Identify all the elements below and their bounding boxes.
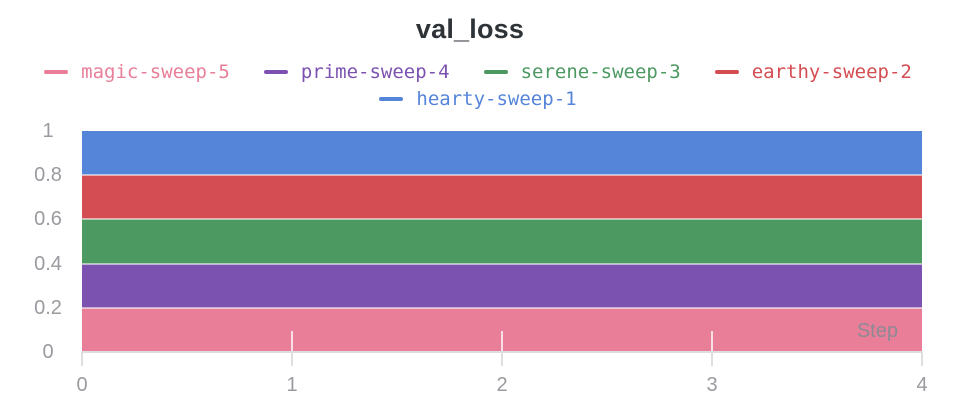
x-tick-mark-3 xyxy=(711,352,713,366)
legend-item-label: hearty-sweep-1 xyxy=(416,88,577,110)
x-tick-label-2: 2 xyxy=(496,374,508,396)
gridline-y-0.6 xyxy=(82,218,922,221)
y-tick-label-0.8: 0.8 xyxy=(34,164,62,187)
gridline-y-0.4 xyxy=(82,262,922,265)
x-tick-label-3: 3 xyxy=(706,374,718,396)
x-inner-tick-3 xyxy=(711,331,713,352)
legend-swatch-icon xyxy=(44,70,69,74)
y-tick-label-1: 1 xyxy=(42,120,54,142)
plot-area[interactable]: Step xyxy=(82,131,922,352)
x-tick-mark-1 xyxy=(291,352,293,366)
gridline-y-0.2 xyxy=(82,306,922,309)
legend: magic-sweep-5 prime-sweep-4 serene-sweep-3… xyxy=(0,59,956,112)
chart-title: val_loss xyxy=(415,14,525,44)
legend-item-label: serene-sweep-3 xyxy=(520,61,681,83)
legend-swatch-icon xyxy=(483,70,508,74)
legend-swatch-icon xyxy=(379,97,404,101)
x-tick-mark-4 xyxy=(921,352,923,366)
y-tick-label-0: 0 xyxy=(42,341,54,363)
y-tick-label-0.4: 0.4 xyxy=(34,252,62,275)
legend-item-label: prime-sweep-4 xyxy=(300,61,450,83)
y-tick-label-0.2: 0.2 xyxy=(34,296,62,319)
legend-item-label: earthy-sweep-2 xyxy=(751,61,912,83)
x-tick-label-1: 1 xyxy=(286,374,298,396)
x-tick-mark-0 xyxy=(81,352,83,366)
legend-item-label: magic-sweep-5 xyxy=(81,61,230,83)
gridline-y-0.8 xyxy=(82,174,922,177)
x-tick-mark-2 xyxy=(501,352,503,366)
x-tick-label-4: 4 xyxy=(916,374,928,396)
legend-swatch-icon xyxy=(263,70,288,74)
legend-item-hearty-sweep-1[interactable]: hearty-sweep-1 xyxy=(379,86,577,112)
y-tick-label-0.6: 0.6 xyxy=(34,208,62,231)
x-axis-title: Step xyxy=(856,320,898,342)
legend-item-prime-sweep-4[interactable]: prime-sweep-4 xyxy=(263,59,450,85)
legend-item-serene-sweep-3[interactable]: serene-sweep-3 xyxy=(483,59,681,85)
x-inner-tick-1 xyxy=(291,331,293,352)
x-tick-label-0: 0 xyxy=(76,374,88,396)
x-inner-tick-2 xyxy=(501,331,503,352)
legend-swatch-icon xyxy=(714,70,739,74)
legend-item-earthy-sweep-2[interactable]: earthy-sweep-2 xyxy=(714,59,912,85)
legend-item-magic-sweep-5[interactable]: magic-sweep-5 xyxy=(44,59,230,85)
